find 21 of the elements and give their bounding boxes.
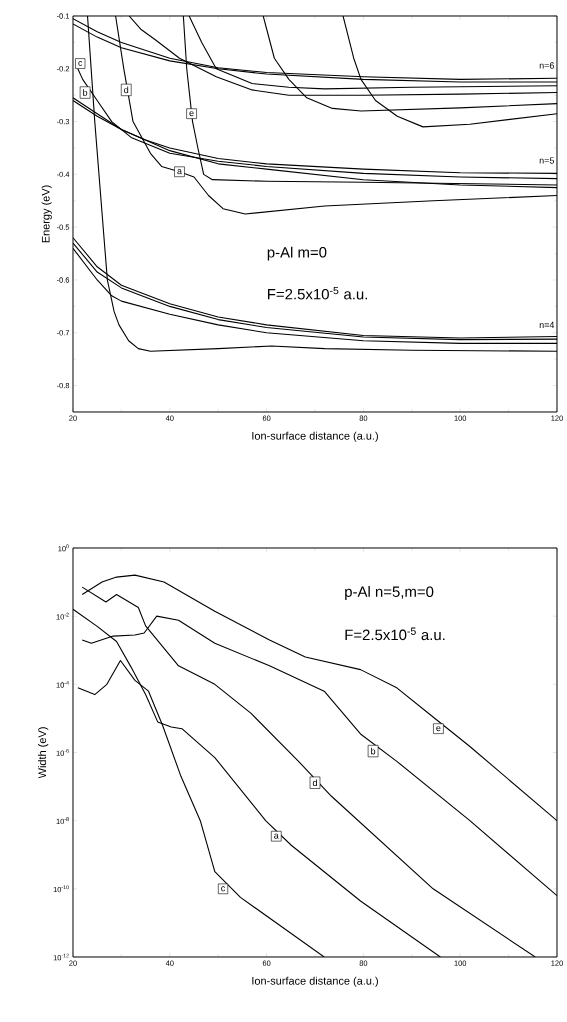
annotation: c <box>78 61 83 66</box>
annotation: n=6 <box>539 62 554 69</box>
annotation: b <box>83 89 88 96</box>
y-axis-title: Energy (eV) <box>41 185 52 243</box>
y-axis-title: Width (eV) <box>38 727 49 779</box>
annotation: p-Al m=0 <box>267 246 327 261</box>
annotation: p-Al n=5,m=0 <box>345 586 434 600</box>
x-axis-title: Ion-surface distance (a.u.) <box>252 976 378 987</box>
annotation: b <box>371 747 376 755</box>
annotation: F=2.5x10$^{-5}$ a.u. <box>345 627 445 641</box>
annotation: n=4 <box>539 321 555 328</box>
annotation: c <box>221 886 226 892</box>
annotation: d <box>124 86 129 94</box>
annotation: e <box>189 111 194 117</box>
annotation: e <box>436 726 441 732</box>
annotation: a <box>274 833 279 839</box>
annotation: d <box>312 779 317 786</box>
annotation: a <box>177 169 182 175</box>
annotation: F=2.5x10$^{-5}$ a.u. <box>268 286 368 300</box>
x-axis-title: Ion-surface distance (a.u.) <box>252 431 378 442</box>
annotation: n=5 <box>539 157 554 164</box>
